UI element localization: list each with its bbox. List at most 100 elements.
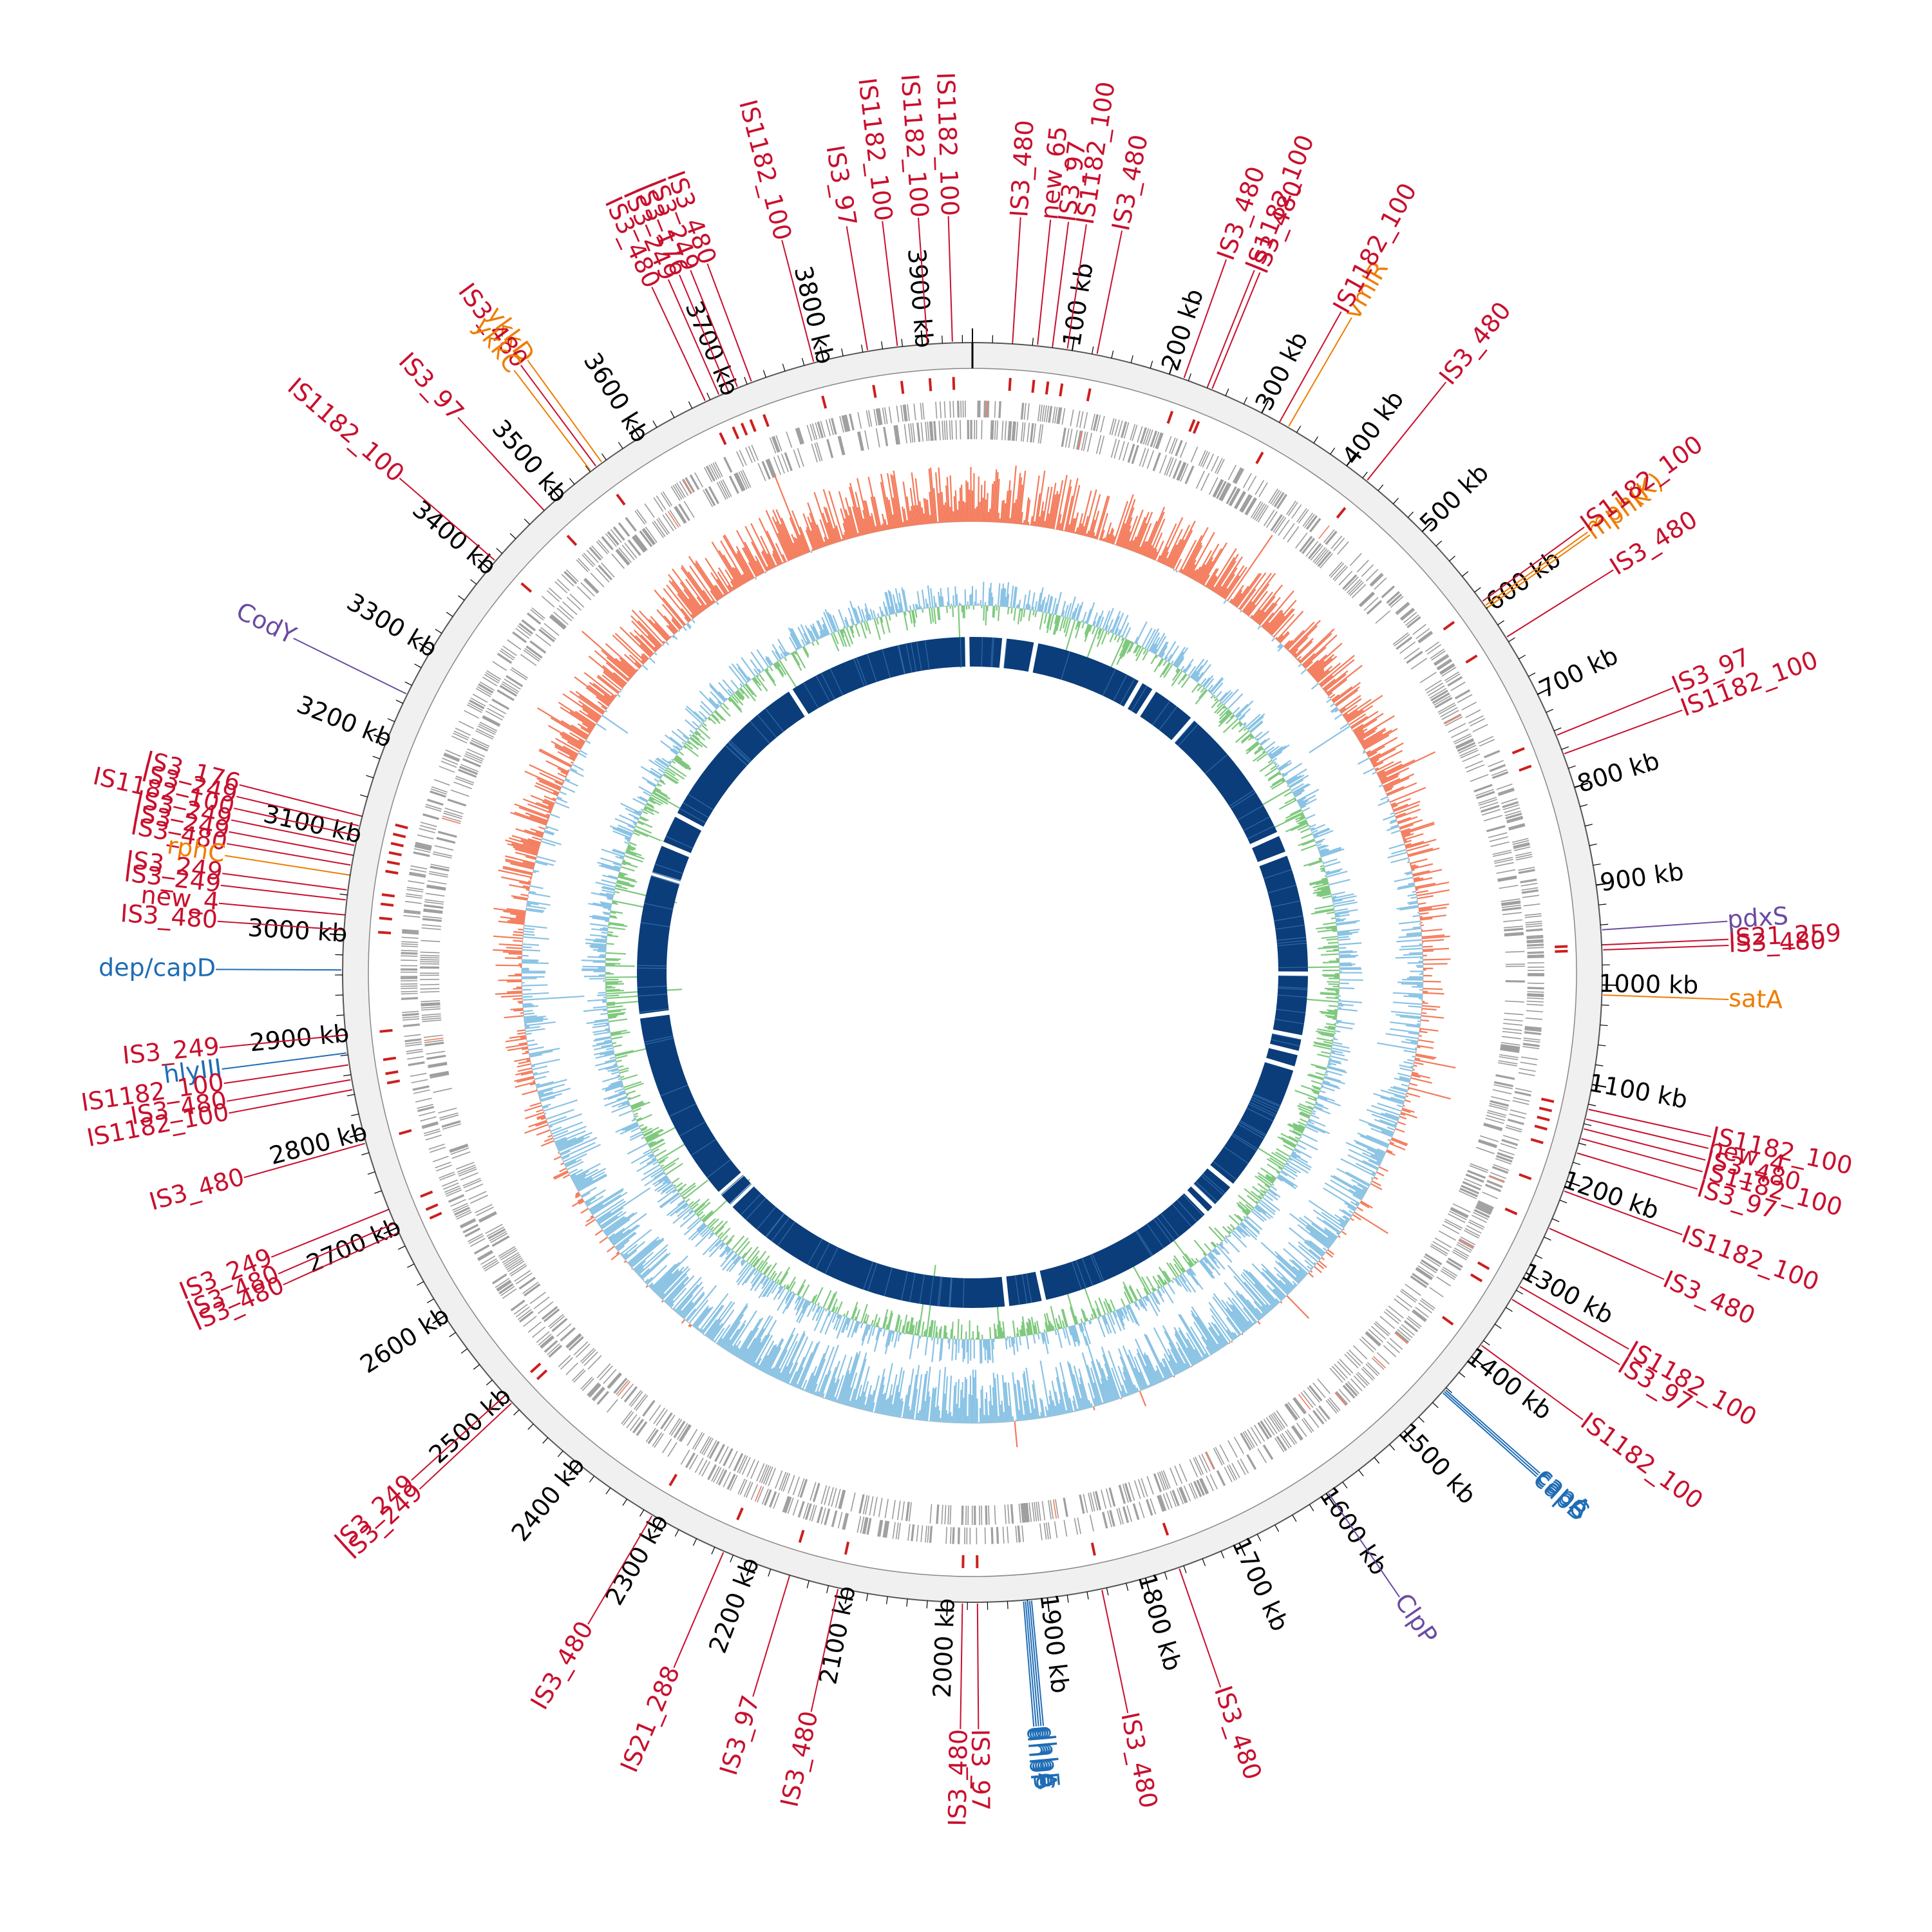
gc-skew-bar bbox=[1316, 880, 1329, 886]
gc-content-bar bbox=[1317, 662, 1341, 683]
cds-feature bbox=[404, 900, 422, 904]
cds-feature bbox=[1440, 1270, 1455, 1280]
cds-feature bbox=[1170, 1467, 1178, 1486]
cds-feature bbox=[580, 582, 595, 597]
gc-content-bar bbox=[1397, 884, 1415, 889]
is-element-mark bbox=[381, 893, 395, 898]
gc-skew-bar bbox=[1280, 1133, 1298, 1143]
cds-feature bbox=[775, 1470, 783, 1489]
gc-content-bar bbox=[996, 478, 1000, 523]
cds-feature bbox=[810, 424, 816, 440]
gc-content-bar bbox=[1122, 1345, 1142, 1391]
cds-feature bbox=[472, 694, 488, 703]
gc-content-bar bbox=[1211, 586, 1215, 591]
cds-feature bbox=[623, 1386, 637, 1402]
gc-content-bar bbox=[1100, 529, 1105, 541]
cds-feature bbox=[1257, 1448, 1267, 1464]
cds-feature bbox=[549, 1345, 562, 1358]
gc-content-bar bbox=[1266, 1284, 1282, 1302]
cds-feature bbox=[482, 1258, 497, 1268]
cds-feature bbox=[607, 1372, 621, 1388]
gc-content-bar bbox=[702, 589, 714, 605]
cds-feature bbox=[514, 1270, 531, 1282]
gc-content-bar bbox=[993, 469, 998, 522]
cds-feature bbox=[1439, 663, 1454, 674]
gc-content-bar bbox=[892, 475, 902, 528]
gc-content-bar bbox=[1090, 1361, 1106, 1404]
gc-content-bar bbox=[1399, 824, 1414, 830]
gc-content-bar bbox=[1155, 1370, 1162, 1383]
cds-feature bbox=[1079, 411, 1084, 428]
cds-feature bbox=[1489, 764, 1506, 772]
cds-feature bbox=[768, 1468, 776, 1486]
gc-content-bar bbox=[1231, 1298, 1255, 1326]
cds-feature bbox=[1337, 541, 1349, 555]
cds-feature bbox=[895, 1522, 899, 1540]
cds-feature bbox=[607, 531, 619, 545]
cds-feature bbox=[1522, 1046, 1540, 1050]
cds-feature bbox=[460, 1172, 478, 1181]
gc-skew-bar bbox=[1328, 1025, 1336, 1028]
cds-feature bbox=[457, 1164, 476, 1173]
gc-skew-bar bbox=[991, 596, 994, 606]
gc-skew-bar bbox=[1197, 685, 1202, 692]
cds-feature bbox=[1037, 1501, 1041, 1521]
gc-content-bar bbox=[1383, 815, 1396, 821]
gc-content-bar bbox=[743, 547, 760, 576]
gc-content-bar bbox=[1340, 1158, 1376, 1177]
cds-feature bbox=[1429, 688, 1447, 699]
gc-content-bar bbox=[1391, 1137, 1408, 1145]
cds-feature bbox=[1403, 612, 1417, 623]
gc-content-bar bbox=[558, 701, 596, 727]
gc-skew-bar bbox=[1188, 1269, 1204, 1290]
cds-feature bbox=[407, 1056, 424, 1060]
gc-skew-bar bbox=[1309, 824, 1316, 828]
gc-skew-bar bbox=[1318, 946, 1339, 949]
is-element-mark bbox=[1534, 1124, 1548, 1131]
gc-skew-bar bbox=[1194, 1260, 1197, 1264]
gc-content-bar bbox=[938, 1410, 941, 1423]
cds-feature bbox=[917, 422, 921, 442]
cds-feature bbox=[1242, 1432, 1254, 1449]
gc-content-bar bbox=[1121, 1390, 1124, 1397]
gc-content-bar bbox=[1233, 592, 1242, 605]
cds-feature bbox=[1359, 1338, 1374, 1353]
cds-feature bbox=[639, 530, 653, 547]
gc-content-bar bbox=[522, 798, 553, 811]
cds-feature bbox=[1505, 981, 1525, 983]
gc-content-bar bbox=[1213, 1293, 1244, 1334]
cds-feature bbox=[1466, 1225, 1482, 1234]
cds-feature bbox=[478, 684, 493, 694]
gc-content-bar bbox=[644, 1278, 649, 1283]
cds-feature bbox=[444, 1185, 460, 1193]
gc-content-bar bbox=[1416, 1023, 1421, 1025]
gc-content-bar bbox=[1412, 1072, 1419, 1075]
cds-feature bbox=[1459, 748, 1478, 757]
gc-content-bar bbox=[793, 537, 803, 556]
gc-skew-bar bbox=[1001, 583, 1005, 607]
cds-feature bbox=[1452, 1203, 1471, 1213]
gc-skew-bar bbox=[1249, 720, 1263, 733]
gc-content-bar bbox=[987, 512, 990, 522]
cds-feature bbox=[1452, 1251, 1467, 1261]
gc-content-bar bbox=[1178, 1330, 1198, 1363]
cds-feature bbox=[663, 1414, 676, 1432]
gc-content-bar bbox=[1393, 1086, 1408, 1092]
gc-content-bar bbox=[518, 928, 524, 931]
gc-content-bar bbox=[546, 813, 551, 817]
gc-content-bar bbox=[1167, 1349, 1181, 1373]
gc-content-bar bbox=[679, 1286, 704, 1316]
gc-skew-bar bbox=[1103, 1301, 1110, 1314]
gc-content-bar bbox=[1414, 1061, 1424, 1065]
cds-feature bbox=[1493, 857, 1513, 862]
cds-feature bbox=[1123, 422, 1130, 439]
gc-content-bar bbox=[536, 1115, 546, 1121]
gc-content-bar bbox=[904, 1385, 911, 1419]
cds-feature bbox=[583, 1351, 598, 1367]
gc-skew-bar bbox=[1303, 859, 1322, 867]
gc-content-bar bbox=[1390, 1086, 1408, 1093]
gc-content-bar bbox=[1397, 981, 1423, 984]
cds-feature bbox=[858, 431, 864, 451]
gc-content-bar bbox=[1061, 486, 1072, 531]
gc-content-bar bbox=[1253, 584, 1283, 621]
